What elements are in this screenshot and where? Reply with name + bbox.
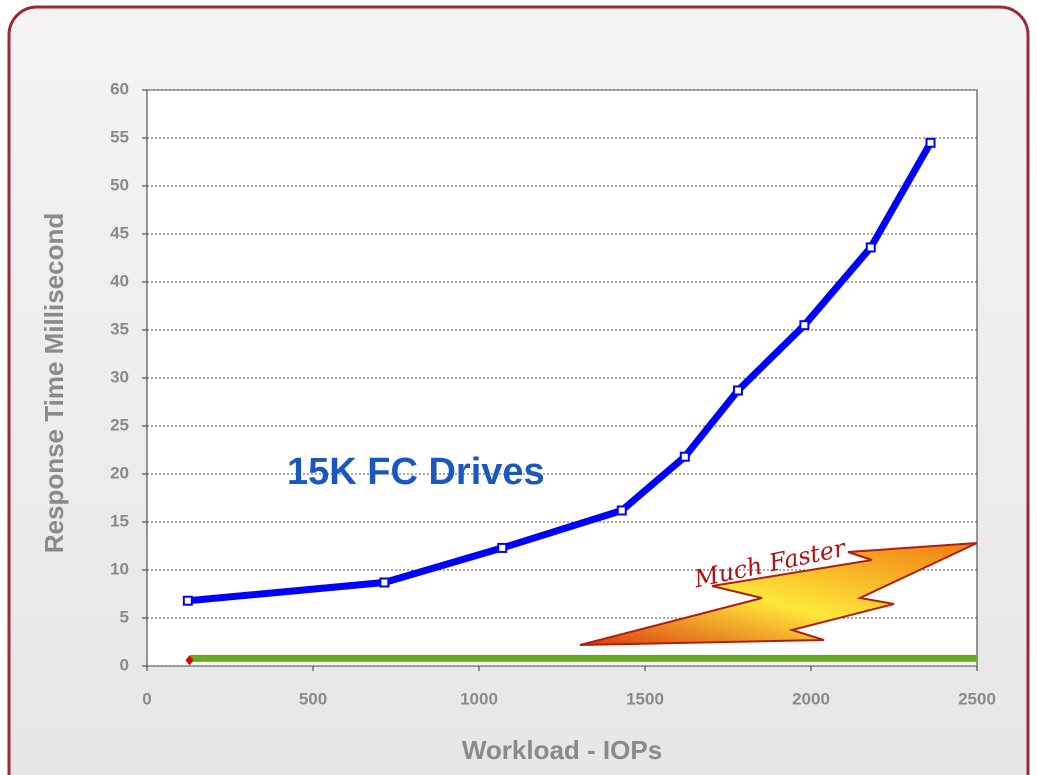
point-marker xyxy=(616,505,627,516)
y-tick-label: 40 xyxy=(110,271,129,290)
x-tick-label: 2500 xyxy=(958,689,996,708)
point-marker xyxy=(679,451,690,462)
x-axis-title: Workload - IOPs xyxy=(462,735,662,765)
point-marker xyxy=(925,137,936,148)
point-marker xyxy=(497,542,508,553)
x-tick-label: 2000 xyxy=(792,689,830,708)
y-tick-label: 5 xyxy=(120,607,129,626)
y-tick-label: 35 xyxy=(110,319,129,338)
x-tick-label: 1500 xyxy=(626,689,664,708)
y-tick-label: 10 xyxy=(110,559,129,578)
lightning-bolt xyxy=(579,542,978,646)
y-tick-label: 25 xyxy=(110,415,129,434)
y-tick-label: 0 xyxy=(120,655,129,674)
y-axis-title: Response Time Millisecond xyxy=(39,213,69,554)
x-tick-label: 1000 xyxy=(460,689,498,708)
x-tick-label: 0 xyxy=(142,689,151,708)
y-tick-label: 55 xyxy=(110,127,129,146)
point-marker xyxy=(182,595,193,606)
y-tick-label: 45 xyxy=(110,223,129,242)
point-marker xyxy=(379,577,390,588)
series-annotation: 15K FC Drives xyxy=(287,451,545,493)
point-marker xyxy=(865,242,876,253)
y-tick-label: 60 xyxy=(110,79,129,98)
point-marker xyxy=(185,655,194,666)
x-tick-label: 500 xyxy=(299,689,327,708)
y-tick-label: 50 xyxy=(110,175,129,194)
y-tick-label: 15 xyxy=(110,511,129,530)
point-marker xyxy=(732,385,743,396)
y-tick-label: 30 xyxy=(110,367,129,386)
y-tick-label: 20 xyxy=(110,463,129,482)
point-marker xyxy=(799,320,810,331)
